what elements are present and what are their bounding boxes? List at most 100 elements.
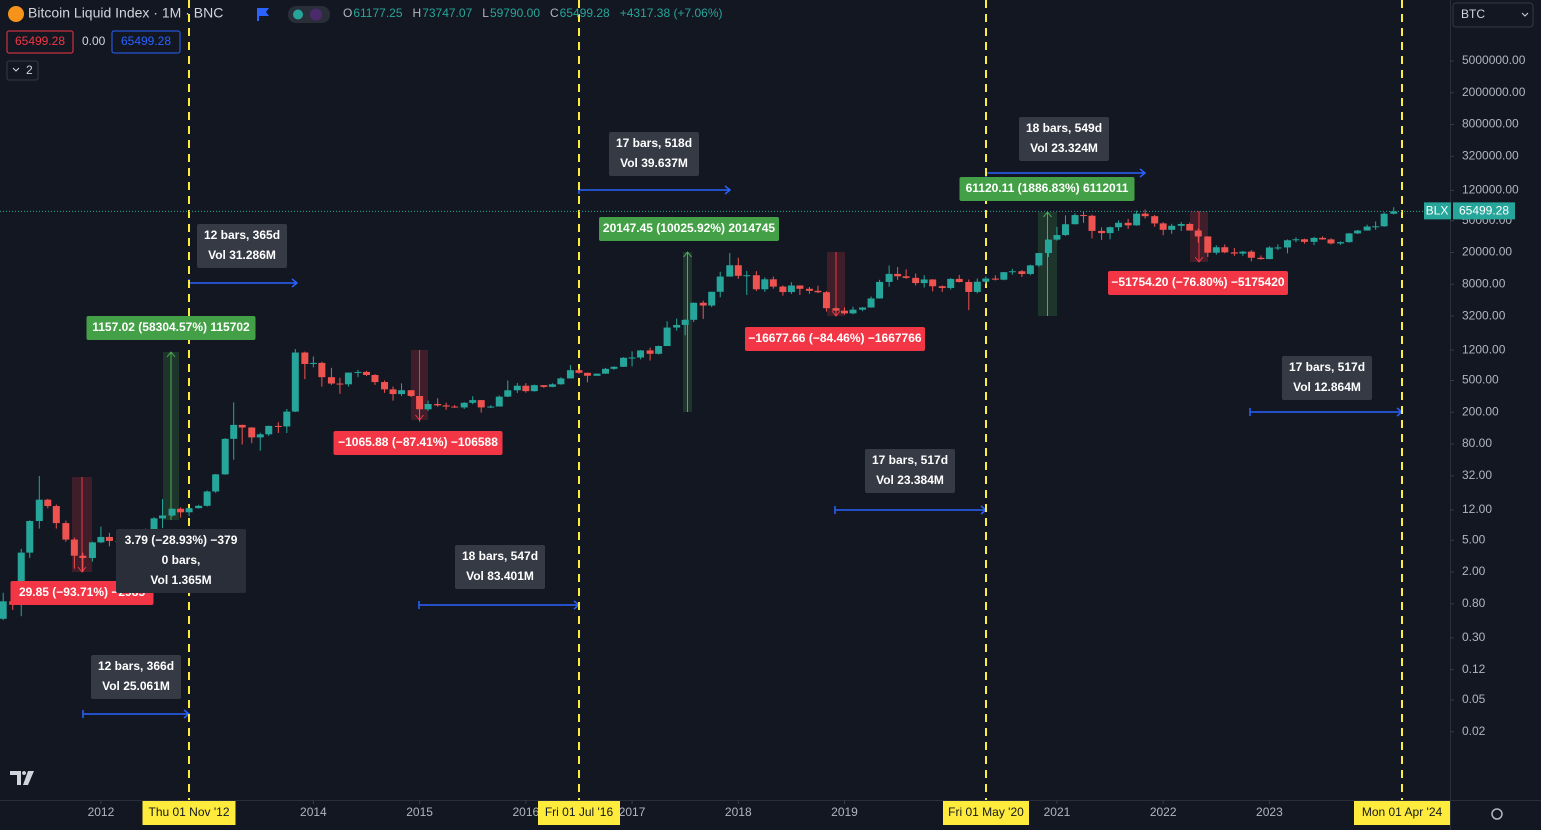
chevron <box>12 67 20 72</box>
candle-body <box>973 281 981 292</box>
indicator-count: 2 <box>26 63 33 77</box>
candle-body <box>769 279 777 287</box>
candle-body <box>265 425 273 435</box>
event-dot <box>310 8 322 21</box>
candle-body <box>663 327 671 347</box>
candle-body <box>248 427 256 438</box>
measure-up-box <box>959 177 1135 201</box>
candle-body <box>1292 239 1300 241</box>
candle-body <box>822 292 830 309</box>
settings-icon[interactable] <box>1491 808 1503 820</box>
candle-body <box>159 515 167 519</box>
candle-body <box>1026 265 1034 274</box>
candle-body <box>344 372 352 385</box>
measure-down-text: 29.85 (−93.71%) −2985 <box>19 585 145 599</box>
candle-body <box>362 371 370 375</box>
candle-body <box>354 371 362 373</box>
halving-date-bg <box>142 801 236 825</box>
candle-body <box>1044 239 1052 254</box>
candle-body <box>389 389 397 395</box>
halving-date: Fri 01 May '20 <box>948 805 1024 819</box>
candle-body <box>150 518 158 531</box>
halving-date: Fri 01 Jul '16 <box>545 805 614 819</box>
y-tick-label: 12.00 <box>1462 502 1492 516</box>
y-tick-label: 120000.00 <box>1462 183 1519 197</box>
x-tick-label: 2023 <box>1256 805 1283 819</box>
y-tick-label: 1200.00 <box>1462 342 1506 356</box>
candle-body <box>1390 211 1398 214</box>
candle-body <box>504 390 512 397</box>
logo[interactable] <box>10 771 34 785</box>
candle-body <box>1177 224 1185 226</box>
candle-body <box>1124 222 1132 226</box>
x-tick-label: 2021 <box>1044 805 1071 819</box>
candle-body <box>982 278 990 282</box>
candle-body <box>318 362 326 378</box>
candle-body <box>487 406 495 408</box>
candle-body <box>779 286 787 293</box>
indicator-toggle[interactable] <box>6 60 39 81</box>
ohlc-key: C <box>550 6 559 20</box>
measure-arrow <box>1194 211 1204 263</box>
candle-body <box>1186 224 1194 231</box>
candle-body <box>168 508 176 516</box>
ohlc-value: 65499.28 <box>560 6 610 20</box>
buy-price[interactable]: 65499.28 <box>121 34 171 48</box>
x-tick-label: 2022 <box>1150 805 1177 819</box>
range-text: Vol 31.286M <box>208 248 276 262</box>
candle-body <box>301 352 309 364</box>
candle-body <box>681 319 689 325</box>
candle-body <box>991 278 999 280</box>
candle-body <box>548 384 556 387</box>
ohlc-value: 59790.00 <box>490 6 540 20</box>
range-text: Vol 23.324M <box>1030 141 1098 155</box>
measure-down-box <box>745 327 925 351</box>
candle-body <box>460 402 468 408</box>
y-tick-label: 0.80 <box>1462 596 1486 610</box>
candle-body <box>1088 215 1096 231</box>
sell-box[interactable] <box>6 30 74 54</box>
candle-body <box>212 474 220 492</box>
flag-icon[interactable] <box>257 8 269 21</box>
symbol-title[interactable]: Bitcoin Liquid Index · 1M · BNC <box>28 5 223 21</box>
sell-price[interactable]: 65499.28 <box>15 34 65 48</box>
candle-body <box>673 324 681 328</box>
range-text: Vol 83.401M <box>466 569 534 583</box>
candle-body <box>79 555 87 558</box>
candle-body <box>743 275 751 277</box>
range-text: Vol 12.864M <box>1293 380 1361 394</box>
currency-select[interactable] <box>1452 2 1534 28</box>
candle-body <box>540 385 548 387</box>
status-dot <box>293 9 303 20</box>
info-box <box>116 529 246 593</box>
buy-box[interactable] <box>111 30 181 54</box>
symbol-tag: BLX <box>1426 204 1449 218</box>
candle-body <box>1151 216 1159 224</box>
candle-body <box>1221 247 1229 253</box>
candle-body <box>424 403 432 410</box>
candle-body <box>1327 239 1335 244</box>
measure-down-text: −51754.20 (−76.80%) −5175420 <box>1111 275 1284 289</box>
plot-area <box>0 0 1450 800</box>
candle-body <box>381 382 389 390</box>
candle-body <box>920 279 928 284</box>
candle-body <box>451 406 459 408</box>
range-text: 17 bars, 517d <box>872 453 948 467</box>
candle-body <box>646 350 654 354</box>
y-tick-label: 2000000.00 <box>1462 85 1526 99</box>
range-box <box>865 449 955 493</box>
symbol-icon <box>8 6 24 22</box>
candle-body <box>177 508 185 513</box>
candle-body <box>513 385 521 391</box>
measure-up-text: 20147.45 (10025.92%) 2014745 <box>603 221 775 235</box>
candle-body <box>434 403 442 406</box>
halving-date-bg <box>1354 801 1450 825</box>
y-tick-label: 200.00 <box>1462 404 1499 418</box>
candle-body <box>17 552 25 605</box>
candle-body <box>1008 271 1016 273</box>
candle-body <box>566 370 574 379</box>
y-tick-label: 0.05 <box>1462 692 1486 706</box>
candle-body <box>1133 213 1141 226</box>
candle-body <box>859 307 867 310</box>
